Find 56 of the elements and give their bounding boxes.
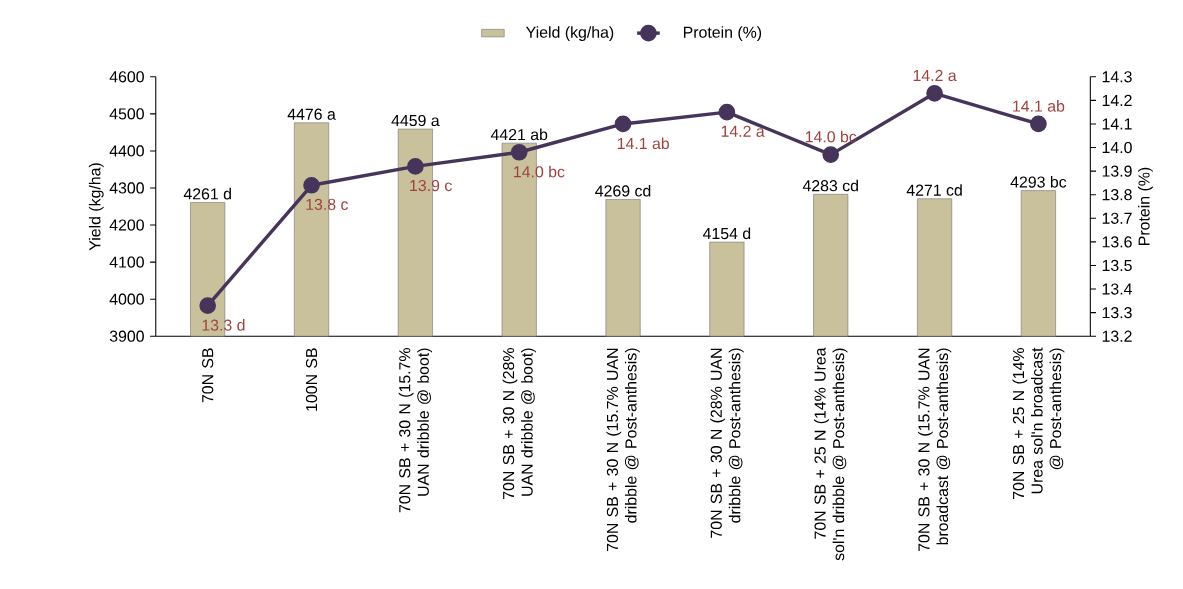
data-label: 14.1 ab: [1013, 100, 1065, 112]
y2-tick-label: 14.0: [1102, 141, 1132, 154]
data-label: 4269 cd: [595, 184, 651, 197]
x-tick-label: 70N SB: [202, 348, 214, 403]
x-tick-label: 70N SB + 30 N (15.7% UAN broadcast @ Post-anthesis): [917, 348, 952, 551]
x-tick-label: 70N SB + 25 N (14% Urea sol'n dribble @ Post-anthesis): [814, 347, 848, 561]
y2-tick-label: 13.6: [1102, 236, 1132, 248]
data-label: 14.0 bc: [805, 130, 857, 143]
point: [822, 146, 840, 163]
y-tick-label: 4300: [109, 182, 144, 194]
y2-tick-label: 13.4: [1102, 283, 1132, 295]
legend-label: Yield (kg/ha): [526, 26, 614, 41]
point: [510, 143, 528, 161]
point: [718, 103, 736, 121]
point: [303, 176, 320, 194]
data-label: 4261 d: [183, 187, 231, 200]
x-tick-label: 100N SB: [305, 348, 318, 411]
y-tick-label: 4000: [109, 293, 144, 305]
x-tick-label: 70N SB + 30 N (15.7% UAN dribble @ Post-anthesis): [606, 348, 640, 551]
data-label: 4421 ab: [490, 128, 548, 141]
y-tick-label: 4200: [109, 219, 144, 231]
point: [199, 297, 217, 314]
y-tick-label: 3900: [109, 330, 144, 342]
y-tick-label: 4600: [109, 71, 144, 83]
y-tick-label: 4500: [109, 108, 144, 120]
point: [926, 84, 943, 102]
data-label: 4271 cd: [906, 184, 962, 196]
x-tick-label: 70N SB + 30 N (15.7% UAN dribble @ boot): [398, 348, 433, 513]
x-tick-label: 70N SB + 25 N (14% Urea sol'n broadcast @ Post-anthesis): [1012, 347, 1065, 499]
y2-axis-title: Protein (%): [1138, 167, 1153, 245]
y2-tick-label: 13.9: [1102, 165, 1132, 177]
y2-tick-label: 13.8: [1102, 189, 1132, 201]
y2-tick-label: 14.3: [1102, 71, 1132, 83]
x-tick-label: 70N SB + 30 N (28% UAN dribble @ Post-anthesis): [710, 348, 744, 538]
point: [1030, 115, 1047, 133]
data-label: 4293 bc: [1010, 175, 1067, 188]
data-label: 4459 a: [391, 114, 440, 127]
y2-tick-label: 14.2: [1102, 94, 1132, 106]
y-tick-label: 4100: [109, 256, 144, 268]
y2-tick-label: 14.1: [1102, 118, 1132, 130]
data-label: 14.2 a: [913, 69, 957, 82]
data-label: 4476 a: [287, 108, 336, 120]
point: [614, 115, 632, 133]
data-label: 4154 d: [702, 227, 751, 240]
y-tick-label: 4400: [109, 145, 144, 157]
data-label: 14.2 a: [721, 125, 765, 137]
legend-label: Protein (%): [683, 26, 762, 41]
y2-tick-label: 13.7: [1102, 212, 1132, 224]
y2-tick-label: 13.5: [1102, 259, 1132, 272]
data-label: 14.1 ab: [617, 137, 669, 150]
point: [407, 158, 424, 175]
y2-tick-label: 13.3: [1102, 307, 1132, 319]
y-axis-title: Yield (kg/ha): [88, 163, 104, 251]
x-tick-label: 70N SB + 30 N (28% UAN dribble @ boot): [502, 348, 536, 499]
y2-tick-label: 13.2: [1102, 330, 1132, 342]
data-label: 4283 cd: [802, 179, 858, 192]
